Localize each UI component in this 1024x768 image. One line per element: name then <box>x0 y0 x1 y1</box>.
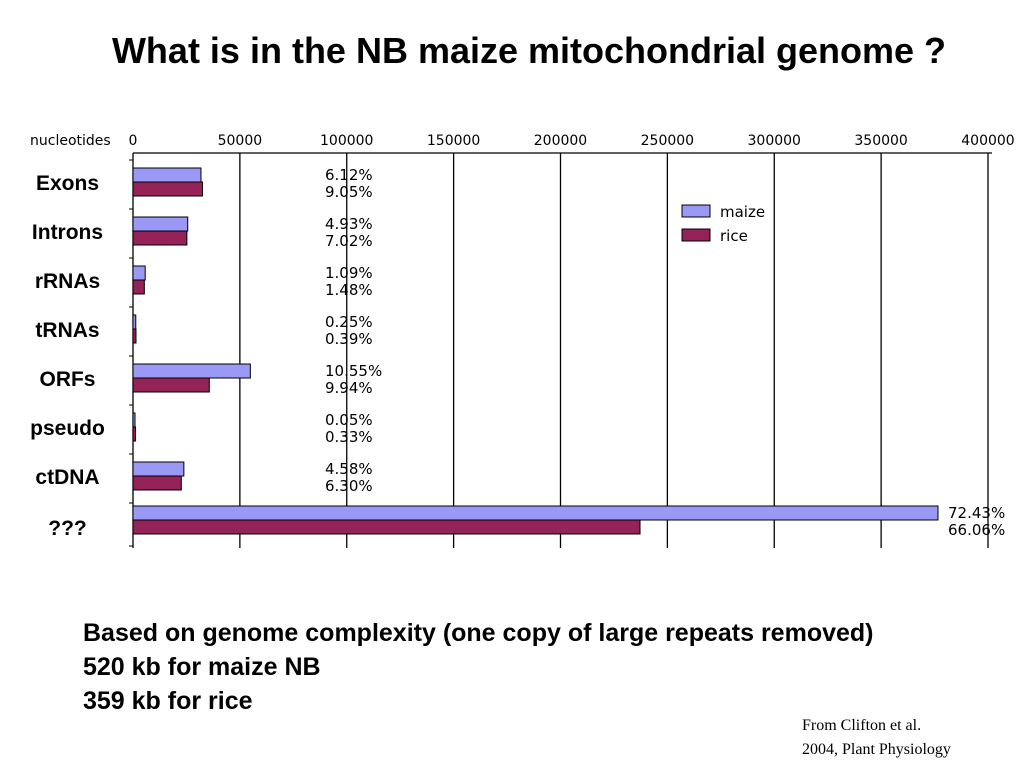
x-tick-label: 0 <box>129 133 138 149</box>
note-line-complexity: Based on genome complexity (one copy of … <box>83 619 874 647</box>
percent-label-rice: 66.06% <box>948 521 1005 539</box>
category-label: Introns <box>31 221 104 244</box>
legend-swatch-rice <box>681 228 711 242</box>
category-label: ??? <box>48 517 87 540</box>
category-label: rRNAs <box>34 270 101 293</box>
bar-maize-trnas <box>132 314 137 330</box>
legend-swatch-maize <box>681 204 711 218</box>
bar-rice-exons <box>132 181 203 197</box>
percent-label-rice: 7.02% <box>325 232 373 250</box>
x-tick-label: 50000 <box>218 133 263 149</box>
percent-label-maize: 0.25% <box>325 313 373 331</box>
notes: Based on genome complexity (one copy of … <box>83 616 874 718</box>
category-label: pseudo <box>30 417 105 440</box>
bar-rice-ctdna <box>132 475 182 491</box>
percent-label-rice: 0.33% <box>325 428 373 446</box>
slide-title: What is in the NB maize mitochondrial ge… <box>111 30 947 71</box>
percent-label-rice: 0.39% <box>325 330 373 348</box>
x-tick-label: 150000 <box>427 133 480 149</box>
bar-maize-orfs <box>132 363 251 379</box>
bar-rice-rrnas <box>132 279 145 295</box>
percent-label-rice: 9.05% <box>325 183 373 201</box>
bar-rice-trnas <box>132 328 137 344</box>
bar-rice-orfs <box>132 377 210 393</box>
bar-maize-pseudo <box>132 412 136 428</box>
bar-maize-qqq <box>132 505 939 521</box>
category-label: Exons <box>35 172 100 195</box>
category-label: ORFs <box>39 368 96 391</box>
bar-maize-ctdna <box>132 461 185 477</box>
x-tick-label: 350000 <box>854 133 907 149</box>
percent-label-maize: 6.12% <box>325 166 373 184</box>
x-tick-label: 250000 <box>641 133 694 149</box>
axis-label: nucleotides <box>30 133 111 149</box>
source-line-authors: From Clifton et al. <box>802 717 922 734</box>
bar-rice-introns <box>132 230 188 246</box>
x-tick-label: 100000 <box>320 133 373 149</box>
bar-maize-exons <box>132 167 202 183</box>
source-line-journal: 2004, Plant Physiology <box>802 741 951 758</box>
percent-label-maize: 72.43% <box>948 504 1005 522</box>
percent-label-rice: 9.94% <box>325 379 373 397</box>
bar-maize-introns <box>132 216 189 232</box>
legend-label-maize: maize <box>720 203 765 221</box>
source-citation: From Clifton et al. 2004, Plant Physiolo… <box>802 714 951 762</box>
note-line-rice-size: 359 kb for rice <box>83 687 253 715</box>
category-label: ctDNA <box>35 466 100 489</box>
bar-chart: nucleotides 0 50000 100000 150000 200000 25000… <box>30 133 1015 548</box>
x-tick-label: 200000 <box>534 133 587 149</box>
bar-rice-qqq <box>132 519 641 535</box>
percent-label-maize: 4.93% <box>325 215 373 233</box>
percent-label-maize: 4.58% <box>325 460 373 478</box>
note-line-maize-size: 520 kb for maize NB <box>83 653 321 681</box>
x-tick-label: 300000 <box>748 133 801 149</box>
category-label: tRNAs <box>35 319 100 342</box>
bar-maize-rrnas <box>132 265 146 281</box>
percent-label-rice: 1.48% <box>325 281 373 299</box>
bar-rice-pseudo <box>132 426 137 442</box>
percent-label-maize: 10.55% <box>325 362 382 380</box>
x-tick-label: 400000 <box>961 133 1014 149</box>
legend-label-rice: rice <box>720 227 748 245</box>
percent-label-rice: 6.30% <box>325 477 373 495</box>
percent-label-maize: 1.09% <box>325 264 373 282</box>
percent-label-maize: 0.05% <box>325 411 373 429</box>
